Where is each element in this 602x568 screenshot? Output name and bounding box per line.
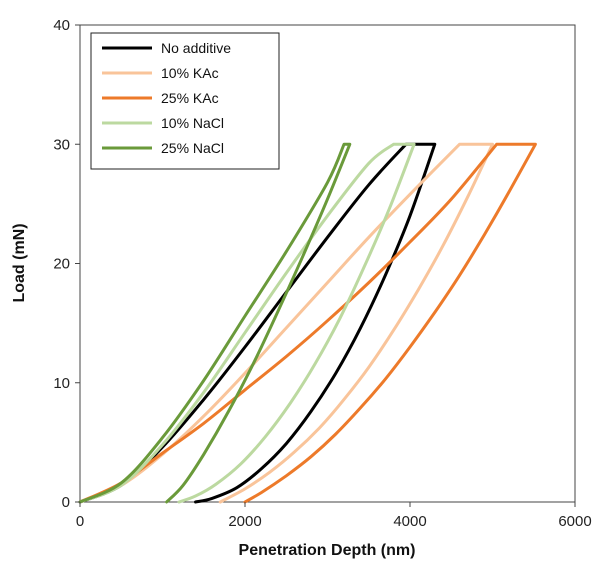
x-tick-label: 0 (76, 513, 84, 530)
legend: No additive 10% KAc 25% KAc 10% NaCl 25% NaC… (90, 32, 280, 170)
series-line-25pct-nacl (78, 142, 352, 504)
legend-label-25pct-nacl: 25% NaCl (161, 140, 224, 156)
y-tick-label: 20 (53, 256, 70, 273)
y-tick-label: 30 (53, 136, 70, 153)
legend-label-no-additive: No additive (161, 40, 231, 56)
x-tick-label: 6000 (558, 513, 591, 530)
y-tick-label: 40 (53, 17, 70, 34)
x-tick-label: 2000 (228, 513, 261, 530)
y-axis: 0 10 20 30 40 (53, 17, 80, 511)
series-line-no-additive (78, 142, 437, 504)
y-axis-title: Load (mN) (11, 223, 28, 302)
legend-label-25pct-kac: 25% KAc (161, 90, 219, 106)
legend-box (90, 32, 280, 170)
curve-group (78, 142, 537, 504)
legend-label-10pct-nacl: 10% NaCl (161, 115, 224, 131)
y-tick-label: 0 (62, 494, 70, 511)
x-axis-title: Penetration Depth (nm) (239, 542, 416, 559)
x-tick-label: 4000 (393, 513, 426, 530)
x-axis: 0 2000 4000 6000 (76, 502, 592, 530)
legend-label-10pct-kac: 10% KAc (161, 65, 219, 81)
series-line-10pct-nacl (78, 142, 416, 504)
y-tick-label: 10 (53, 375, 70, 392)
series-line-10pct-kac (78, 142, 494, 504)
